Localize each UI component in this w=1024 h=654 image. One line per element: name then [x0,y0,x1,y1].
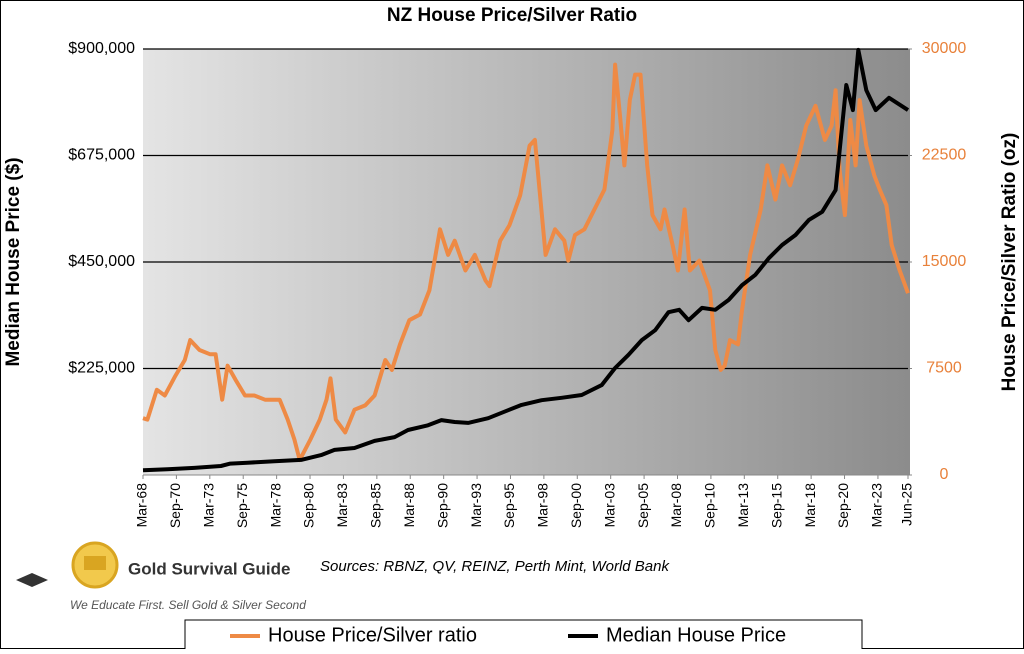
x-tick-label: Sep-95 [501,483,517,528]
x-tick-label: Mar-73 [201,483,217,528]
x-tick-label: Sep-05 [635,483,651,528]
logo-bar [84,556,106,570]
source-note: Sources: RBNZ, QV, REINZ, Perth Mint, Wo… [320,558,670,575]
x-tick-label: Mar-68 [134,483,150,528]
x-tick-label: Mar-88 [401,483,417,528]
x-tick-label: Sep-80 [301,483,317,528]
logo: Gold Survival Guide We Educate First. Se… [16,541,306,612]
x-tick-label: Mar-93 [468,483,484,528]
x-tick-label: Sep-10 [702,483,718,528]
y-tick-label: $450,000 [68,253,135,270]
y2-tick-label: 22500 [922,147,967,164]
x-tick-label: Mar-23 [869,483,885,528]
x-tick-label: Mar-98 [535,483,551,528]
x-tick-label: Sep-00 [568,483,584,528]
x-tick-label: Mar-13 [735,483,751,528]
y-tick-label: $675,000 [68,147,135,164]
series-line [142,62,910,463]
x-tick-label: Mar-83 [334,483,350,528]
chart-title: NZ House Price/Silver Ratio [387,5,637,26]
tagline: We Educate First. Sell Gold & Silver Sec… [70,598,306,612]
brand: Gold Survival Guide [128,559,290,578]
y-tick-label: $900,000 [68,40,135,57]
x-tick-label: Sep-75 [234,483,250,528]
logo-cap [16,573,48,587]
x-tick-label: Mar-08 [668,483,684,528]
y2-tick-label: 30000 [922,40,967,57]
x-tick-label: Sep-20 [835,483,851,528]
x-tick-label: Sep-85 [368,483,384,528]
y-axis-label: Median House Price ($) [3,157,24,366]
legend [184,619,863,654]
legend-label: House Price/Silver ratio [268,624,477,646]
x-tick-label: Sep-90 [434,483,450,528]
x-tick-label: Mar-78 [267,483,283,528]
x-tick-label: Jun-25 [899,483,915,526]
legend-label: Median House Price [606,624,786,646]
x-tick-label: Mar-03 [601,483,617,528]
y-tick-label: $225,000 [68,360,135,377]
x-tick-label: Sep-70 [167,483,183,528]
y2-axis-label: House Price/Silver Ratio (oz) [999,133,1020,392]
y2-tick-label: 0 [940,466,949,483]
x-tick-label: Sep-15 [768,483,784,528]
x-tick-label: Mar-18 [802,483,818,528]
y2-tick-label: 7500 [926,360,962,377]
y2-tick-label: 15000 [922,253,967,270]
series-line [142,47,910,473]
